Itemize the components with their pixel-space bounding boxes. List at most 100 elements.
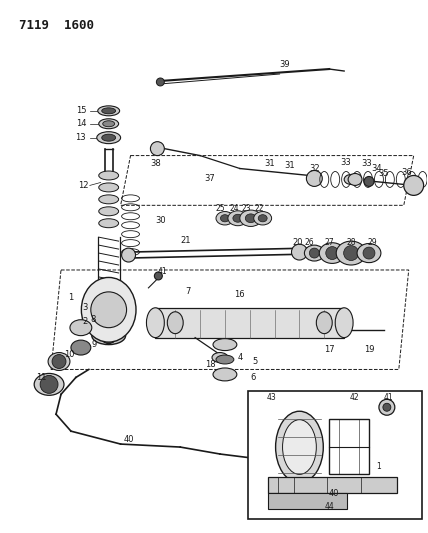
Circle shape xyxy=(326,247,339,260)
Text: 31: 31 xyxy=(284,161,295,170)
Text: 26: 26 xyxy=(305,238,314,247)
Ellipse shape xyxy=(92,327,125,345)
Text: 12: 12 xyxy=(77,181,88,190)
Ellipse shape xyxy=(233,214,243,222)
Circle shape xyxy=(101,328,117,344)
Ellipse shape xyxy=(357,244,381,263)
Text: 3: 3 xyxy=(82,303,88,312)
Circle shape xyxy=(404,175,424,196)
Text: 36: 36 xyxy=(401,168,412,177)
Bar xyxy=(268,477,397,493)
Circle shape xyxy=(91,292,127,328)
Text: 25: 25 xyxy=(215,204,225,213)
Text: 34: 34 xyxy=(372,164,382,173)
Text: 8: 8 xyxy=(90,315,95,324)
Ellipse shape xyxy=(335,308,353,337)
Text: 27: 27 xyxy=(324,238,334,247)
Ellipse shape xyxy=(348,173,362,185)
Text: 41: 41 xyxy=(158,268,167,277)
Ellipse shape xyxy=(99,319,119,327)
Text: 22: 22 xyxy=(255,204,265,213)
Ellipse shape xyxy=(258,215,267,222)
Ellipse shape xyxy=(99,195,119,204)
Circle shape xyxy=(306,171,322,187)
Circle shape xyxy=(344,246,359,261)
Ellipse shape xyxy=(71,340,91,355)
Text: 10: 10 xyxy=(64,350,74,359)
Circle shape xyxy=(122,248,136,262)
Ellipse shape xyxy=(146,308,164,337)
Ellipse shape xyxy=(99,207,119,216)
Text: 4: 4 xyxy=(237,353,242,362)
Text: 2: 2 xyxy=(82,317,87,326)
Text: 15: 15 xyxy=(76,106,86,115)
Text: 33: 33 xyxy=(362,159,372,168)
Circle shape xyxy=(309,248,319,258)
Ellipse shape xyxy=(102,108,116,114)
Text: 40: 40 xyxy=(329,489,339,498)
Ellipse shape xyxy=(316,312,332,334)
Circle shape xyxy=(155,272,162,280)
Bar xyxy=(248,391,422,519)
Ellipse shape xyxy=(245,214,256,223)
Ellipse shape xyxy=(99,171,119,180)
Ellipse shape xyxy=(99,119,119,129)
Text: 31: 31 xyxy=(265,159,275,168)
Text: 40: 40 xyxy=(123,434,134,443)
Text: 5: 5 xyxy=(252,357,257,366)
Ellipse shape xyxy=(240,210,262,227)
Text: 11: 11 xyxy=(36,373,46,382)
Ellipse shape xyxy=(48,352,70,370)
Bar xyxy=(268,493,347,508)
Text: 43: 43 xyxy=(267,393,276,402)
Ellipse shape xyxy=(336,241,366,265)
Text: 41: 41 xyxy=(384,393,394,402)
Ellipse shape xyxy=(34,374,64,395)
Ellipse shape xyxy=(254,212,272,225)
Ellipse shape xyxy=(98,308,119,316)
Circle shape xyxy=(156,78,164,86)
Circle shape xyxy=(364,176,374,187)
Ellipse shape xyxy=(98,106,119,116)
Ellipse shape xyxy=(99,183,119,192)
Text: 33: 33 xyxy=(341,158,351,167)
Ellipse shape xyxy=(99,219,119,228)
Text: 1: 1 xyxy=(377,463,381,472)
Text: 13: 13 xyxy=(76,133,86,142)
Text: 38: 38 xyxy=(150,159,161,168)
Text: 18: 18 xyxy=(205,360,215,369)
Ellipse shape xyxy=(282,419,316,474)
Text: 39: 39 xyxy=(279,60,290,69)
Text: 20: 20 xyxy=(292,238,303,247)
Text: 24: 24 xyxy=(229,204,239,213)
Bar xyxy=(329,419,369,474)
Ellipse shape xyxy=(216,355,234,364)
Ellipse shape xyxy=(212,352,228,362)
Text: 37: 37 xyxy=(205,174,215,183)
Circle shape xyxy=(150,142,164,156)
Ellipse shape xyxy=(228,211,248,225)
Ellipse shape xyxy=(220,215,229,222)
Text: 19: 19 xyxy=(364,345,374,354)
Ellipse shape xyxy=(70,320,92,336)
Bar xyxy=(155,308,344,337)
Text: 1: 1 xyxy=(68,293,74,302)
Text: 42: 42 xyxy=(349,393,359,402)
Ellipse shape xyxy=(81,278,136,342)
Text: 9: 9 xyxy=(91,340,96,349)
Text: 23: 23 xyxy=(242,204,252,213)
Ellipse shape xyxy=(213,368,237,381)
Text: 16: 16 xyxy=(235,290,245,300)
Ellipse shape xyxy=(276,411,323,483)
Circle shape xyxy=(40,375,58,393)
Circle shape xyxy=(363,247,375,259)
Text: 28: 28 xyxy=(346,238,356,247)
Text: 30: 30 xyxy=(155,216,166,225)
Circle shape xyxy=(383,403,391,411)
Text: 29: 29 xyxy=(367,238,377,247)
Text: 7: 7 xyxy=(185,287,191,296)
Ellipse shape xyxy=(319,243,345,263)
Ellipse shape xyxy=(344,174,358,184)
Ellipse shape xyxy=(103,121,115,127)
Circle shape xyxy=(291,244,307,260)
